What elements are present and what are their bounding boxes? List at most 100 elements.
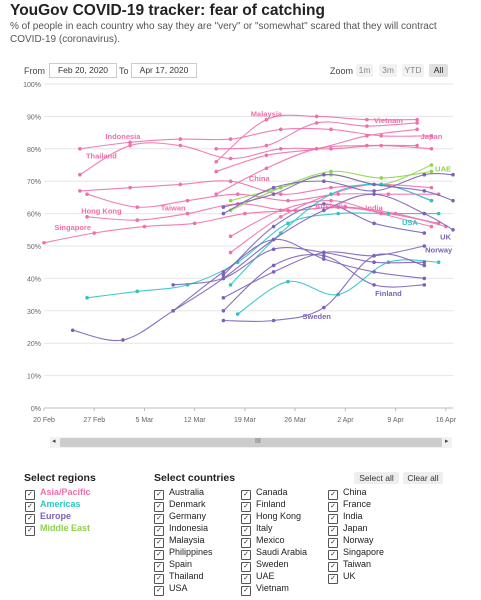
- country-option-japan[interactable]: ✓ Japan: [328, 522, 368, 536]
- data-point-spain[interactable]: [271, 192, 276, 196]
- data-point-usa[interactable]: [135, 289, 140, 294]
- data-point-china[interactable]: [329, 185, 333, 190]
- data-point-thailand[interactable]: [429, 147, 434, 151]
- data-point-finland[interactable]: [322, 253, 326, 258]
- region-option-middle-east[interactable]: ✓ Middle East: [25, 522, 90, 536]
- data-point-thailand[interactable]: [128, 143, 132, 148]
- checkbox[interactable]: ✓: [241, 514, 251, 524]
- data-point-japan[interactable]: [264, 153, 269, 158]
- checkbox[interactable]: ✓: [154, 538, 164, 548]
- data-point-vietnam[interactable]: [264, 143, 269, 148]
- data-point-sweden[interactable]: [271, 318, 276, 323]
- data-point-mexico[interactable]: [336, 292, 340, 297]
- data-point-denmark[interactable]: [171, 309, 175, 313]
- data-point-singapore[interactable]: [343, 205, 348, 209]
- data-point-usa[interactable]: [386, 211, 391, 216]
- data-point-singapore[interactable]: [243, 211, 247, 216]
- data-point-singapore[interactable]: [142, 224, 147, 229]
- data-point-usa[interactable]: [336, 211, 340, 216]
- checkbox[interactable]: ✓: [328, 490, 338, 500]
- zoom-all-button[interactable]: All: [429, 64, 448, 77]
- data-point-canada[interactable]: [228, 283, 233, 287]
- data-point-saudi-arabia[interactable]: [329, 169, 333, 174]
- data-point-mexico[interactable]: [235, 312, 240, 316]
- data-point-france[interactable]: [271, 224, 276, 229]
- data-point-china[interactable]: [78, 189, 82, 193]
- data-point-uae[interactable]: [228, 198, 233, 203]
- data-point-france[interactable]: [372, 221, 376, 226]
- data-point-philippines[interactable]: [415, 143, 419, 148]
- data-point-saudi-arabia[interactable]: [278, 185, 283, 190]
- zoom-1m-button[interactable]: 1m: [356, 64, 373, 77]
- data-point-germany[interactable]: [322, 250, 326, 255]
- data-point-philippines[interactable]: [214, 192, 219, 196]
- data-point-saudi-arabia[interactable]: [429, 169, 434, 174]
- checkbox[interactable]: ✓: [328, 538, 338, 548]
- data-point-uae[interactable]: [429, 163, 434, 167]
- country-option-saudi-arabia[interactable]: ✓ Saudi Arabia: [241, 546, 307, 560]
- data-point-denmark[interactable]: [372, 270, 376, 274]
- scrollbar-thumb[interactable]: III: [60, 438, 442, 447]
- zoom-3m-button[interactable]: 3m: [379, 64, 397, 77]
- series-line-italy[interactable]: [223, 172, 454, 215]
- country-option-france[interactable]: ✓ France: [328, 498, 371, 512]
- checkbox[interactable]: ✓: [328, 562, 338, 572]
- data-point-france[interactable]: [422, 231, 427, 235]
- data-point-spain[interactable]: [221, 205, 226, 209]
- data-point-sweden[interactable]: [372, 253, 376, 258]
- country-option-hong-kong[interactable]: ✓ Hong Kong: [241, 510, 301, 524]
- checkbox[interactable]: ✓: [154, 526, 164, 536]
- data-point-finland[interactable]: [271, 263, 276, 268]
- data-point-finland[interactable]: [372, 283, 376, 287]
- country-option-spain[interactable]: ✓ Spain: [154, 558, 192, 572]
- data-point-finland[interactable]: [422, 283, 427, 287]
- checkbox[interactable]: ✓: [328, 526, 338, 536]
- data-point-thailand[interactable]: [329, 147, 333, 151]
- scroll-right-arrow-icon[interactable]: ▸: [445, 438, 449, 445]
- zoom-ytd-button[interactable]: YTD: [402, 64, 424, 77]
- checkbox[interactable]: ✓: [25, 502, 35, 512]
- data-point-indonesia[interactable]: [379, 134, 384, 138]
- region-option-americas[interactable]: ✓ Americas: [25, 498, 81, 512]
- series-line-spain[interactable]: [223, 173, 454, 208]
- data-point-china[interactable]: [128, 185, 132, 190]
- country-option-denmark[interactable]: ✓ Denmark: [154, 498, 206, 512]
- data-point-hong-kong[interactable]: [235, 192, 240, 196]
- data-point-france[interactable]: [322, 202, 326, 206]
- data-point-denmark[interactable]: [322, 257, 326, 261]
- data-point-thailand[interactable]: [78, 172, 82, 177]
- data-point-philippines[interactable]: [264, 166, 269, 171]
- select-all-button[interactable]: Select all: [354, 472, 399, 484]
- data-point-norway[interactable]: [221, 296, 226, 300]
- checkbox[interactable]: ✓: [241, 586, 251, 596]
- data-point-china[interactable]: [228, 179, 233, 183]
- data-point-malaysia[interactable]: [214, 159, 219, 164]
- data-point-uk[interactable]: [372, 192, 376, 196]
- data-point-norway[interactable]: [422, 244, 427, 248]
- country-option-philippines[interactable]: ✓ Philippines: [154, 546, 213, 560]
- data-point-india[interactable]: [228, 234, 233, 239]
- series-line-usa[interactable]: [87, 212, 439, 299]
- country-option-taiwan[interactable]: ✓ Taiwan: [328, 558, 371, 572]
- country-option-vietnam[interactable]: ✓ Vietnam: [241, 582, 289, 596]
- data-point-italy[interactable]: [271, 185, 276, 190]
- data-point-thailand[interactable]: [278, 147, 283, 151]
- data-point-indonesia[interactable]: [78, 147, 82, 151]
- data-point-singapore[interactable]: [42, 240, 46, 245]
- country-option-singapore[interactable]: ✓ Singapore: [328, 546, 384, 560]
- checkbox[interactable]: ✓: [241, 550, 251, 560]
- data-point-india[interactable]: [278, 208, 283, 213]
- data-point-spain[interactable]: [451, 198, 455, 203]
- data-point-usa[interactable]: [85, 296, 89, 300]
- checkbox[interactable]: ✓: [154, 586, 164, 596]
- data-point-malaysia[interactable]: [415, 117, 419, 122]
- data-point-italy[interactable]: [372, 189, 376, 193]
- data-point-indonesia[interactable]: [228, 137, 233, 141]
- data-point-vietnam[interactable]: [365, 124, 369, 128]
- country-option-sweden[interactable]: ✓ Sweden: [241, 558, 289, 572]
- country-option-australia[interactable]: ✓ Australia: [154, 486, 204, 500]
- country-option-indonesia[interactable]: ✓ Indonesia: [154, 522, 208, 536]
- data-point-uk[interactable]: [422, 211, 427, 216]
- data-point-indonesia[interactable]: [278, 127, 283, 132]
- region-option-asia-pacific[interactable]: ✓ Asia/Pacific: [25, 486, 91, 500]
